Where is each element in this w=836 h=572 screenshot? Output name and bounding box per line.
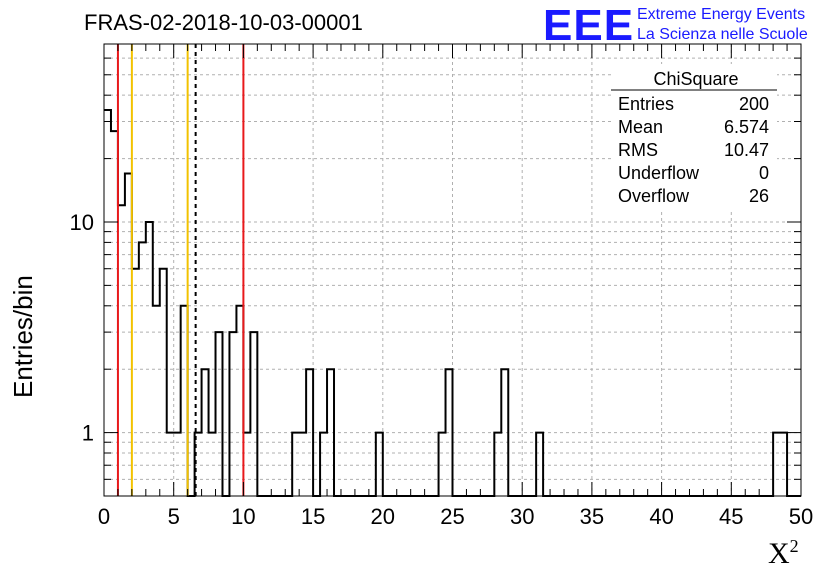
stats-box-title: ChiSquare xyxy=(653,69,738,89)
stats-row-value: 10.47 xyxy=(724,140,769,160)
x-axis-label-base: X xyxy=(768,537,790,570)
logo-line-1: Extreme Energy Events xyxy=(637,6,806,23)
stats-box-bg xyxy=(611,64,777,209)
y-tick-label: 1 xyxy=(82,421,94,446)
x-tick-label: 15 xyxy=(301,504,325,529)
logo-line-2: La Scienza nelle Scuole xyxy=(637,26,808,43)
stats-row-label: Underflow xyxy=(618,163,700,183)
x-tick-label: 35 xyxy=(580,504,604,529)
stats-row-value: 200 xyxy=(739,94,769,114)
x-tick-label: 30 xyxy=(510,504,534,529)
stats-row-label: Entries xyxy=(618,94,674,114)
x-tick-label: 20 xyxy=(371,504,395,529)
x-tick-label: 40 xyxy=(649,504,673,529)
y-tick-label: 10 xyxy=(70,210,94,235)
stats-row-label: Mean xyxy=(618,117,663,137)
stats-row-value: 26 xyxy=(749,186,769,206)
x-tick-label: 25 xyxy=(440,504,464,529)
logo-mark: EEE xyxy=(543,1,635,50)
chart-title: FRAS-02-2018-10-03-00001 xyxy=(84,10,363,35)
x-tick-label: 0 xyxy=(98,504,110,529)
stats-row-value: 6.574 xyxy=(724,117,769,137)
x-tick-label: 50 xyxy=(789,504,813,529)
stats-row-label: RMS xyxy=(618,140,658,160)
y-axis-label: Entries/bin xyxy=(8,275,38,398)
x-axis-label-superscript: 2 xyxy=(789,536,799,556)
x-axis-label: X2 xyxy=(768,536,799,571)
x-tick-label: 5 xyxy=(168,504,180,529)
x-tick-label: 10 xyxy=(231,504,255,529)
x-tick-label: 45 xyxy=(719,504,743,529)
stats-row-value: 0 xyxy=(759,163,769,183)
stats-row-label: Overflow xyxy=(618,186,690,206)
